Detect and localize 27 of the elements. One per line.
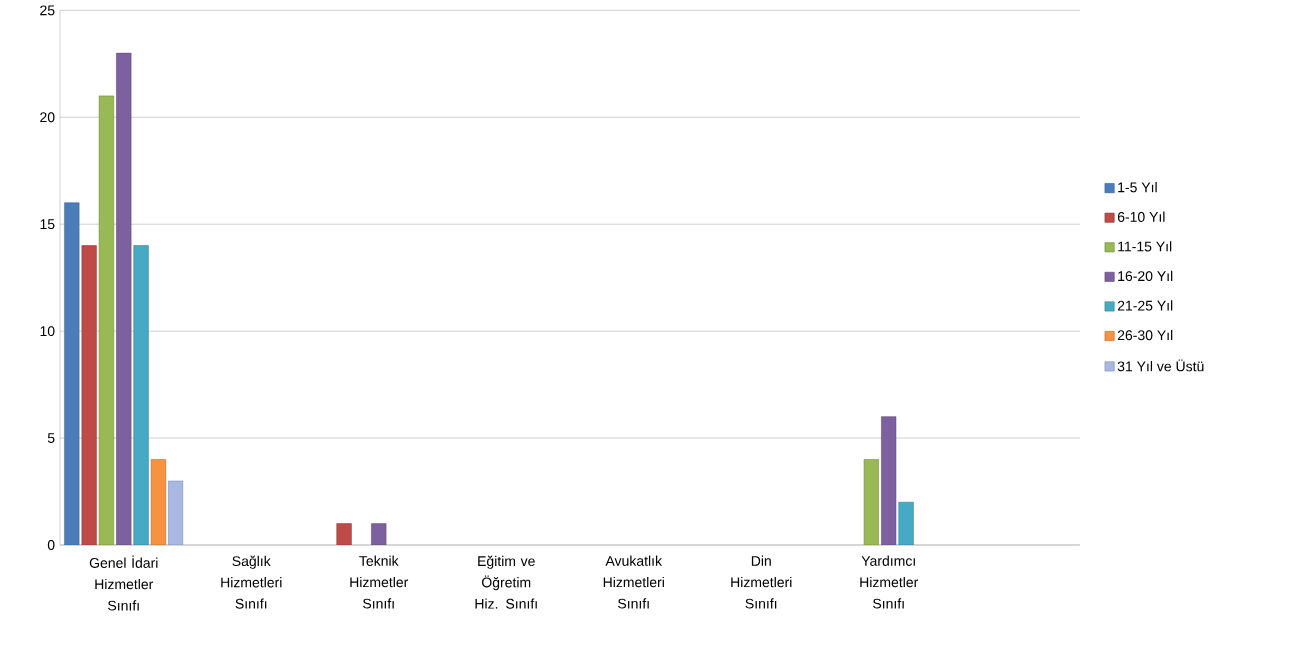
x-tick-label: Avukatlık Hizmetleri Sınıfı (603, 555, 664, 609)
y-tick-label: 15 (40, 219, 55, 230)
y-tick-label: 0 (47, 540, 55, 550)
bar (133, 245, 149, 545)
legend-label: 11-15 Yıl (1118, 241, 1172, 252)
x-tick-label: Genel İdari Hizmetler Sınıfı (89, 555, 158, 611)
bar (81, 245, 97, 545)
y-tick-label: 10 (40, 326, 55, 337)
legend-label: 16-20 Yıl (1118, 270, 1173, 282)
legend-label: 1-5 Yıl (1118, 182, 1157, 193)
bar (898, 501, 914, 545)
legend-label: 31 Yıl ve Üstü (1117, 359, 1204, 372)
x-tick-label: Eğitim ve Öğretim Hiz. Sınıfı (475, 555, 537, 609)
x-tick-label: Din Hizmetleri Sınıfı (731, 555, 792, 609)
y-tick-label: 5 (47, 433, 55, 443)
bar (168, 480, 184, 545)
x-tick-label: Yardımcı Hizmetler Sınıfı (860, 555, 919, 609)
x-tick-label: Sağlık Hizmetleri Sınıfı (221, 555, 282, 609)
bar (116, 52, 132, 545)
bar (371, 523, 387, 545)
legend-label: 26-30 Yıl (1117, 329, 1173, 341)
y-tick-label: 20 (40, 112, 55, 123)
legend-label: 21-25 Yıl (1117, 300, 1173, 311)
legend-label: 6-10 Yıl (1117, 211, 1165, 222)
x-tick-label: Teknik Hizmetler Sınıfı (350, 555, 409, 609)
y-tick-label: 25 (40, 5, 55, 16)
bar (881, 416, 897, 545)
